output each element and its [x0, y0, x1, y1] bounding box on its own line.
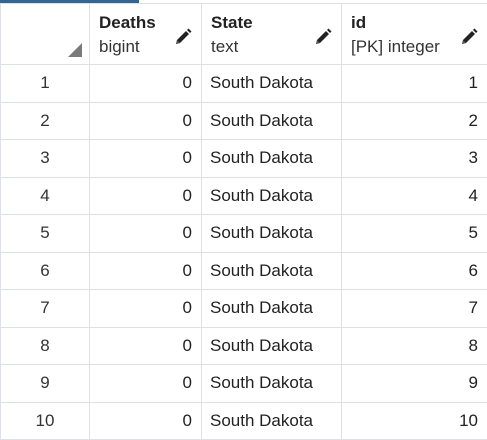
- cell-deaths[interactable]: 0: [90, 140, 202, 178]
- column-header-state[interactable]: State text: [202, 4, 342, 65]
- cell-id[interactable]: 6: [342, 252, 487, 290]
- cell-deaths[interactable]: 0: [90, 290, 202, 328]
- pencil-icon[interactable]: [460, 28, 478, 46]
- select-all-corner[interactable]: [1, 4, 90, 65]
- cell-id[interactable]: 1: [342, 65, 487, 103]
- cell-deaths[interactable]: 0: [90, 102, 202, 140]
- cell-id[interactable]: 3: [342, 140, 487, 178]
- row-number[interactable]: 8: [1, 327, 90, 365]
- data-output-grid: Deaths bigint State text id [P: [0, 3, 487, 440]
- cell-state[interactable]: South Dakota: [202, 140, 342, 178]
- cell-deaths[interactable]: 0: [90, 65, 202, 103]
- cell-deaths[interactable]: 0: [90, 327, 202, 365]
- cell-deaths[interactable]: 0: [90, 252, 202, 290]
- cell-id[interactable]: 5: [342, 215, 487, 253]
- cell-state[interactable]: South Dakota: [202, 252, 342, 290]
- cell-state[interactable]: South Dakota: [202, 402, 342, 440]
- table-row: 5 0 South Dakota 5: [1, 215, 487, 253]
- cell-state[interactable]: South Dakota: [202, 365, 342, 403]
- cell-deaths[interactable]: 0: [90, 402, 202, 440]
- column-header-id[interactable]: id [PK] integer: [342, 4, 487, 65]
- row-number[interactable]: 2: [1, 102, 90, 140]
- row-number[interactable]: 4: [1, 177, 90, 215]
- cell-state[interactable]: South Dakota: [202, 290, 342, 328]
- table-row: 1 0 South Dakota 1: [1, 65, 487, 103]
- cell-id[interactable]: 9: [342, 365, 487, 403]
- table-row: 2 0 South Dakota 2: [1, 102, 487, 140]
- cell-state[interactable]: South Dakota: [202, 327, 342, 365]
- row-number[interactable]: 3: [1, 140, 90, 178]
- cell-state[interactable]: South Dakota: [202, 102, 342, 140]
- pencil-icon[interactable]: [174, 28, 192, 46]
- pencil-icon[interactable]: [314, 28, 332, 46]
- row-number[interactable]: 6: [1, 252, 90, 290]
- cell-id[interactable]: 4: [342, 177, 487, 215]
- cell-id[interactable]: 2: [342, 102, 487, 140]
- table-row: 3 0 South Dakota 3: [1, 140, 487, 178]
- cell-id[interactable]: 10: [342, 402, 487, 440]
- table-row: 6 0 South Dakota 6: [1, 252, 487, 290]
- table-row: 10 0 South Dakota 10: [1, 402, 487, 440]
- row-number[interactable]: 1: [1, 65, 90, 103]
- cell-deaths[interactable]: 0: [90, 177, 202, 215]
- row-number[interactable]: 7: [1, 290, 90, 328]
- table-row: 7 0 South Dakota 7: [1, 290, 487, 328]
- row-number[interactable]: 9: [1, 365, 90, 403]
- cell-id[interactable]: 7: [342, 290, 487, 328]
- corner-triangle-icon: [68, 43, 82, 57]
- cell-state[interactable]: South Dakota: [202, 65, 342, 103]
- cell-deaths[interactable]: 0: [90, 215, 202, 253]
- row-number[interactable]: 10: [1, 402, 90, 440]
- row-number[interactable]: 5: [1, 215, 90, 253]
- table-row: 4 0 South Dakota 4: [1, 177, 487, 215]
- header-row: Deaths bigint State text id [P: [1, 4, 487, 65]
- cell-id[interactable]: 8: [342, 327, 487, 365]
- table-row: 9 0 South Dakota 9: [1, 365, 487, 403]
- cell-state[interactable]: South Dakota: [202, 177, 342, 215]
- column-header-deaths[interactable]: Deaths bigint: [90, 4, 202, 65]
- cell-state[interactable]: South Dakota: [202, 215, 342, 253]
- table-row: 8 0 South Dakota 8: [1, 327, 487, 365]
- cell-deaths[interactable]: 0: [90, 365, 202, 403]
